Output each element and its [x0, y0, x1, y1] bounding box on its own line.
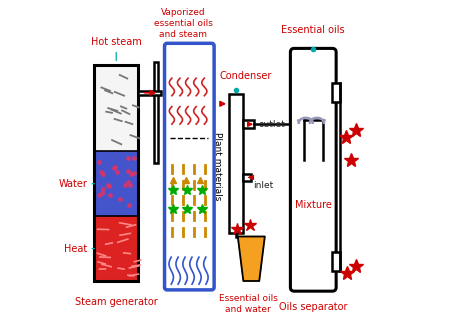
- Bar: [94, 65, 138, 281]
- Bar: [94, 65, 138, 151]
- Text: outlet: outlet: [259, 120, 285, 129]
- Bar: [304, 120, 323, 161]
- Bar: [138, 91, 161, 95]
- Text: Oils separator: Oils separator: [279, 302, 347, 312]
- Text: Mixture: Mixture: [295, 200, 332, 210]
- Text: Hot steam: Hot steam: [91, 37, 142, 47]
- Text: Steam generator: Steam generator: [75, 297, 158, 307]
- Polygon shape: [238, 236, 265, 281]
- Text: Essential oils: Essential oils: [282, 25, 345, 35]
- Bar: [243, 173, 251, 181]
- Bar: [332, 83, 340, 101]
- Text: Plant materials: Plant materials: [213, 132, 222, 201]
- Bar: [94, 151, 138, 216]
- Text: Condenser: Condenser: [219, 71, 272, 81]
- Text: Water: Water: [59, 179, 88, 189]
- Text: Heat: Heat: [64, 244, 88, 254]
- Text: inlet: inlet: [253, 181, 273, 190]
- Bar: [332, 252, 340, 271]
- FancyBboxPatch shape: [291, 48, 336, 291]
- Bar: [94, 216, 138, 281]
- Text: Essential oils
and water: Essential oils and water: [219, 294, 278, 314]
- Bar: [229, 94, 243, 233]
- FancyBboxPatch shape: [164, 43, 214, 290]
- Text: Vaporized
essential oils
and steam: Vaporized essential oils and steam: [154, 8, 212, 39]
- Bar: [154, 62, 157, 163]
- Bar: [243, 120, 255, 128]
